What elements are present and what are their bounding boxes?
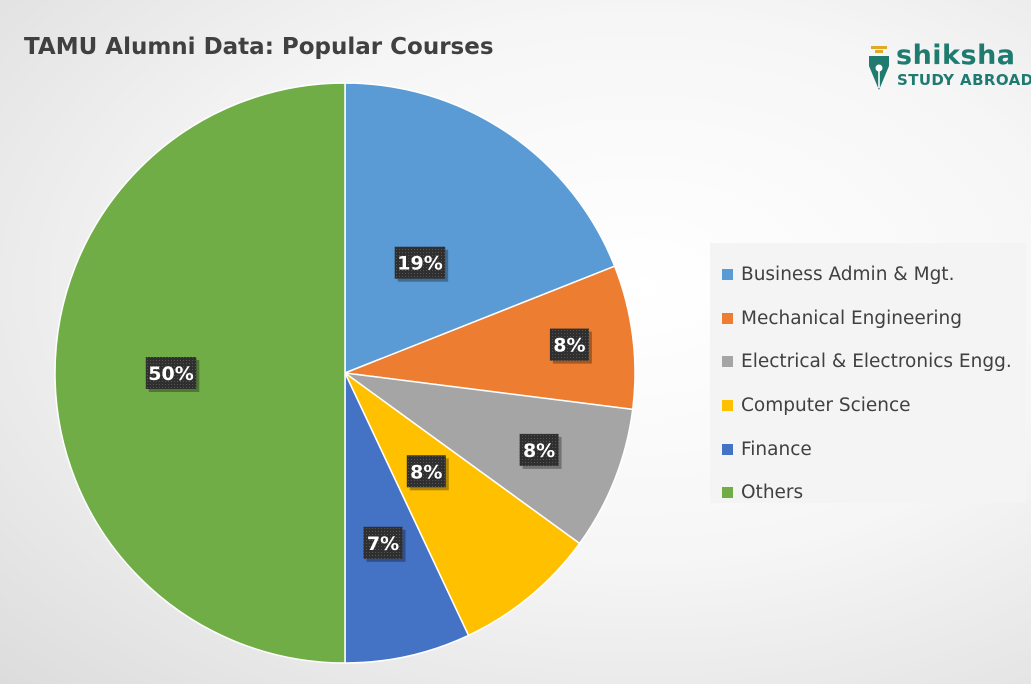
legend-swatch [722,312,733,324]
legend-swatch [722,400,733,412]
pie-slice [344,372,581,637]
pie-slice [344,372,634,545]
slice-data-label: 8% [549,328,592,364]
slice-percent-text: 50% [148,363,193,385]
legend-label: Others [741,482,804,504]
label-box [394,246,446,279]
legend-item: Electrical & Electronics Engg. [722,340,1026,384]
legend-swatch [722,269,733,281]
legend-swatch [722,487,733,499]
pie-slice [54,82,346,664]
pie-slice [344,265,636,411]
logo-subtitle-text: STUDY ABROAD [897,71,1031,89]
slice-data-label: 8% [519,433,562,469]
shiksha-logo: shiksha STUDY ABROAD [866,40,1031,94]
chart-legend: Business Admin & Mgt. Mechanical Engineer… [710,243,1026,503]
slice-percent-text: 8% [410,461,442,483]
slice-data-label: 19% [394,246,449,282]
slice-percent-text: 8% [523,440,555,462]
legend-item: Computer Science [722,384,1026,428]
legend-swatch [722,356,733,368]
label-box [549,328,589,361]
legend-swatch [722,443,733,455]
slice-percent-text: 7% [367,533,399,555]
logo-brand-text: shiksha [896,40,1016,71]
legend-label: Finance [741,438,812,460]
pie-slice [344,372,470,664]
slice-data-label: 7% [363,526,406,562]
chart-title: TAMU Alumni Data: Popular Courses [24,34,494,60]
legend-label: Mechanical Engineering [741,307,962,329]
pie-slice [344,82,616,375]
slice-percent-text: 8% [553,335,585,357]
legend-item: Finance [722,427,1026,471]
legend-label: Electrical & Electronics Engg. [741,351,1012,373]
label-box [406,455,446,488]
label-box [145,357,197,389]
legend-label: Business Admin & Mgt. [741,264,955,286]
slice-data-label: 8% [406,455,449,491]
legend-item: Mechanical Engineering [722,297,1026,341]
legend-item: Others [722,471,1026,515]
label-box [519,433,559,466]
slice-data-label: 50% [145,357,200,392]
slice-percent-text: 19% [397,253,442,275]
legend-item: Business Admin & Mgt. [722,253,1026,297]
label-box [363,526,403,559]
pen-nib-icon [869,46,889,90]
legend-label: Computer Science [741,395,911,417]
